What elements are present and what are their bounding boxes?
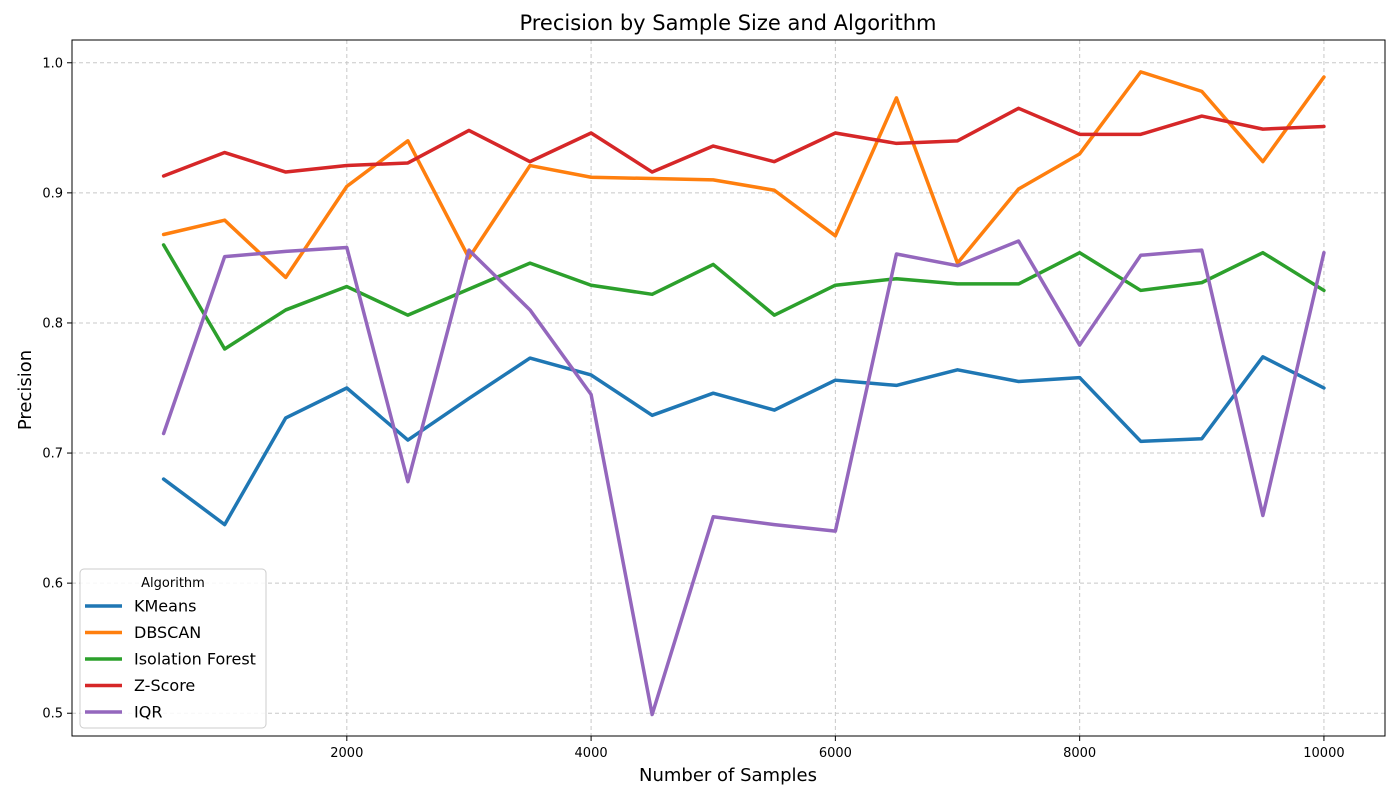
legend-title: Algorithm: [141, 576, 205, 591]
x-axis-label: Number of Samples: [639, 765, 817, 786]
series-line-dbscan: [161, 70, 1326, 280]
x-tick-label: 6000: [819, 746, 852, 761]
chart-title: Precision by Sample Size and Algorithm: [519, 11, 936, 35]
legend-label-z-score: Z-Score: [134, 676, 195, 695]
legend-label-isolation-forest: Isolation Forest: [134, 650, 256, 669]
plot-frame: [71, 39, 1386, 737]
y-tick-label: 1.0: [42, 56, 63, 71]
series-line-z-score: [161, 106, 1326, 178]
series-line-kmeans: [161, 355, 1326, 527]
legend-label-iqr: IQR: [134, 703, 162, 722]
legend-label-dbscan: DBSCAN: [134, 623, 201, 642]
legend-label-kmeans: KMeans: [134, 597, 196, 616]
y-tick-label: 0.5: [42, 707, 63, 722]
axis-ticks: 2000 4000 6000 8000 10000 0.5 0.6 0.7 0.8 0.9 1.0: [42, 56, 1344, 761]
legend-items: KMeans DBSCAN Isolation Forest Z-Score IQR: [85, 597, 256, 722]
y-tick-label: 0.8: [42, 316, 63, 331]
series-line-iqr: [161, 239, 1326, 717]
x-tick-label: 10000: [1303, 746, 1344, 761]
legend: Algorithm KMeans DBSCAN Isolation Forest Z-…: [79, 568, 267, 729]
x-tick-label: 2000: [330, 746, 363, 761]
series-lines: [161, 70, 1326, 717]
y-axis-label: Precision: [15, 350, 36, 430]
y-tick-label: 0.9: [42, 186, 63, 201]
grid: [72, 40, 1385, 736]
legend-box: [79, 568, 267, 729]
y-tick-label: 0.6: [42, 577, 63, 592]
y-tick-label: 0.7: [42, 447, 63, 462]
x-tick-label: 8000: [1063, 746, 1096, 761]
x-tick-label: 4000: [575, 746, 608, 761]
